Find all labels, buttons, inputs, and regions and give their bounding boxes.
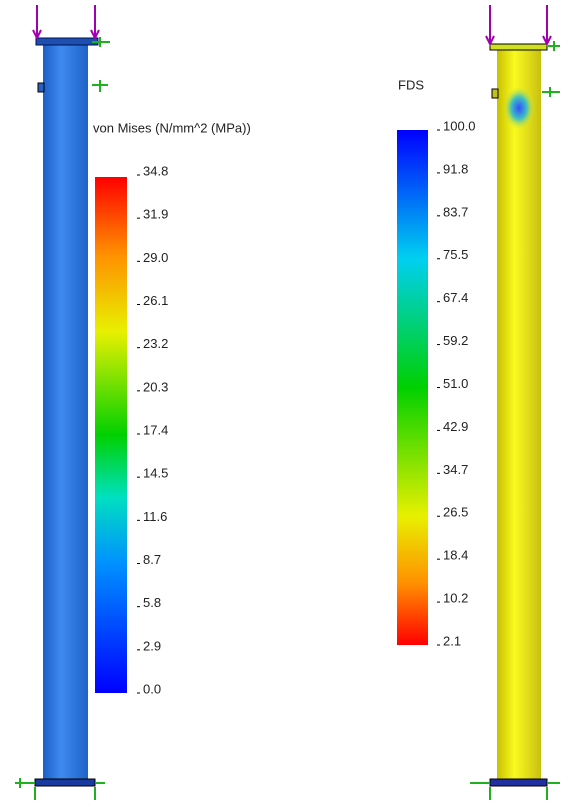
tick-label: 2.9 — [143, 638, 161, 653]
left-model: von Mises (N/mm^2 (MPa)) — [15, 5, 251, 800]
tick-label: 34.8 — [143, 163, 168, 178]
tick-label: 51.0 — [443, 376, 468, 391]
color-bar — [95, 177, 127, 693]
tick-label: 59.2 — [443, 333, 468, 348]
tick-label: 29.0 — [143, 250, 168, 265]
hot-spot — [503, 86, 535, 130]
right-model: FDS — [397, 5, 560, 800]
tick-label: 42.9 — [443, 419, 468, 434]
tick-label: 5.8 — [143, 595, 161, 610]
tick-label: 91.8 — [443, 161, 468, 176]
load-arrows — [486, 5, 551, 44]
tick-label: 26.1 — [143, 293, 168, 308]
tick-label: 26.5 — [443, 505, 468, 520]
tick-label: 23.2 — [143, 336, 168, 351]
tick-label: 11.6 — [143, 509, 167, 524]
tick-label: 75.5 — [443, 247, 468, 262]
lug — [492, 89, 498, 98]
tick-label: 8.7 — [143, 552, 161, 567]
color-bar — [397, 130, 428, 645]
lug — [38, 83, 44, 92]
tick-label: 67.4 — [443, 290, 468, 305]
column — [497, 50, 541, 783]
tick-label: 2.1 — [443, 633, 461, 648]
tick-label: 10.2 — [443, 591, 468, 606]
tick-label: 18.4 — [443, 548, 468, 563]
load-arrows — [33, 5, 99, 38]
tick-label: 14.5 — [143, 466, 168, 481]
tick-label: 0.0 — [143, 681, 161, 696]
tick-label: 31.9 — [143, 207, 168, 222]
top-flange — [36, 38, 98, 45]
tick-label: 20.3 — [143, 379, 168, 394]
tick-label: 34.7 — [443, 462, 468, 477]
tick-label: 83.7 — [443, 204, 468, 219]
fea-results: von Mises (N/mm^2 (MPa)) FDS 34.8 31.9 29.… — [0, 0, 564, 803]
legend-title: FDS — [398, 77, 424, 92]
legend-title: von Mises (N/mm^2 (MPa)) — [93, 120, 251, 135]
top-flange — [490, 44, 547, 50]
tick-label: 100.0 — [443, 118, 476, 133]
base-flange — [490, 779, 547, 786]
tick-label: 17.4 — [143, 422, 168, 437]
column — [43, 45, 88, 783]
base-flange — [35, 779, 95, 786]
